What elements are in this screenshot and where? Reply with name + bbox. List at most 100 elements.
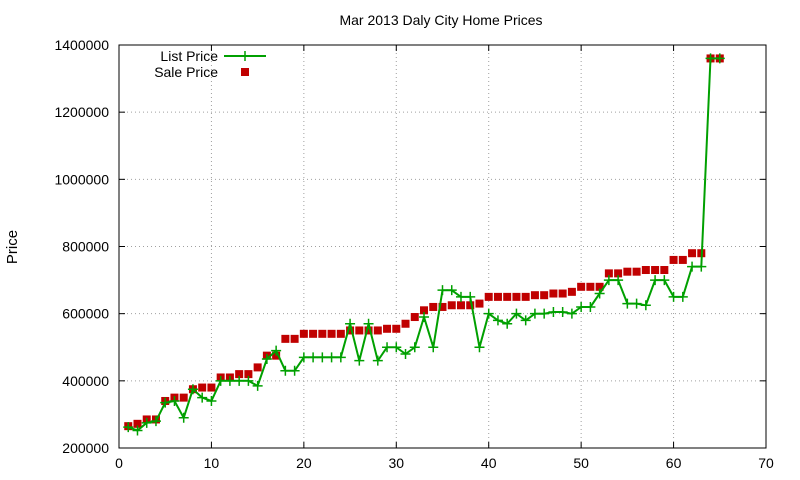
list-price-point	[585, 301, 596, 312]
sale-price-point	[614, 269, 623, 278]
list-price-point	[511, 308, 522, 319]
list-price-point	[271, 345, 282, 356]
y-tick-label: 1400000	[54, 37, 109, 53]
grid	[119, 45, 766, 448]
sale-price-point	[207, 383, 216, 392]
list-price-point	[668, 291, 679, 302]
list-price-point	[502, 318, 513, 329]
sale-price-point	[179, 393, 188, 402]
sale-price-point	[429, 302, 438, 311]
list-price-point	[548, 306, 559, 317]
sale-price-point	[401, 319, 410, 328]
list-price-point	[372, 355, 383, 366]
sale-price-point	[484, 292, 493, 301]
list-price-point	[123, 422, 134, 433]
sale-price-point	[577, 282, 586, 291]
list-price-point	[428, 342, 439, 353]
list-price-point	[317, 352, 328, 363]
list-price-point	[206, 395, 217, 406]
list-price-point	[187, 384, 198, 395]
x-tick-label: 50	[573, 455, 589, 471]
sale-price-point	[641, 266, 650, 275]
list-price-point	[677, 291, 688, 302]
plot-frame	[118, 44, 767, 449]
list-price-point	[622, 298, 633, 309]
y-axis-label: Price	[4, 230, 21, 264]
x-tick-label: 30	[388, 455, 404, 471]
list-price-point	[354, 355, 365, 366]
sale-price-point	[521, 292, 530, 301]
sale-price-point	[420, 306, 429, 315]
list-price-point	[252, 380, 263, 391]
sale-price-point	[318, 329, 327, 338]
list-price-point	[335, 352, 346, 363]
sale-price-point	[133, 419, 142, 428]
sale-price-point	[586, 282, 595, 291]
sale-price-point	[632, 267, 641, 276]
list-price-point	[483, 308, 494, 319]
x-tick-label: 20	[296, 455, 312, 471]
axis-ticks	[118, 44, 767, 449]
sale-price-point	[392, 324, 401, 333]
list-price-point	[705, 53, 716, 64]
sale-price-point	[567, 287, 576, 296]
list-price-point	[363, 318, 374, 329]
list-price-point	[308, 352, 319, 363]
sale-price-point	[383, 324, 392, 333]
x-tick-label: 10	[204, 455, 220, 471]
sale-price-point	[299, 329, 308, 338]
list-price-point	[160, 397, 171, 408]
list-price-point	[557, 306, 568, 317]
chart-title: Mar 2013 Daly City Home Prices	[339, 12, 542, 28]
list-price-point	[696, 261, 707, 272]
list-price-point	[566, 308, 577, 319]
list-price-point	[197, 392, 208, 403]
list-price-point	[594, 288, 605, 299]
list-price-point	[631, 298, 642, 309]
list-price-point	[289, 365, 300, 376]
sale-price-point	[290, 334, 299, 343]
list-price-point	[280, 365, 291, 376]
x-tick-label: 70	[758, 455, 774, 471]
sale-price-point	[651, 266, 660, 275]
list-price-point	[169, 395, 180, 406]
list-price-point	[215, 375, 226, 386]
sale-price-point	[336, 329, 345, 338]
sale-price-point	[660, 266, 669, 275]
sale-price-point	[503, 292, 512, 301]
list-price-point	[234, 375, 245, 386]
sale-price-point	[447, 301, 456, 310]
legend-label-sale-price: Sale Price	[154, 64, 218, 80]
list-price-point	[529, 308, 540, 319]
list-price-point	[576, 301, 587, 312]
sale-price-point	[346, 326, 355, 335]
sale-price-point	[364, 326, 373, 335]
y-tick-label: 400000	[62, 373, 109, 389]
sale-price-point	[493, 292, 502, 301]
sale-price-point	[512, 292, 521, 301]
list-price-point	[224, 375, 235, 386]
list-price-point	[400, 348, 411, 359]
list-price-point	[714, 53, 725, 64]
sale-price-point	[678, 255, 687, 264]
y-tick-label: 800000	[62, 239, 109, 255]
sale-price-point	[438, 302, 447, 311]
list-price-point	[455, 291, 466, 302]
series-sale-price	[124, 54, 724, 431]
sale-price-point	[623, 267, 632, 276]
sale-price-point	[327, 329, 336, 338]
sale-price-point	[410, 313, 419, 322]
sale-price-point	[669, 255, 678, 264]
sale-price-point	[475, 299, 484, 308]
list-price-point	[437, 285, 448, 296]
list-price-point	[492, 315, 503, 326]
legend-marker-list-price	[240, 51, 250, 61]
y-axis-tick-labels: 200000 400000 600000 800000 1000000 1200000 14…	[54, 37, 109, 456]
list-price-point	[650, 275, 661, 286]
sale-price-point	[688, 249, 697, 258]
list-price-point	[539, 308, 550, 319]
list-price-point	[261, 354, 272, 365]
list-price-point	[298, 352, 309, 363]
y-tick-label: 1000000	[54, 171, 109, 187]
